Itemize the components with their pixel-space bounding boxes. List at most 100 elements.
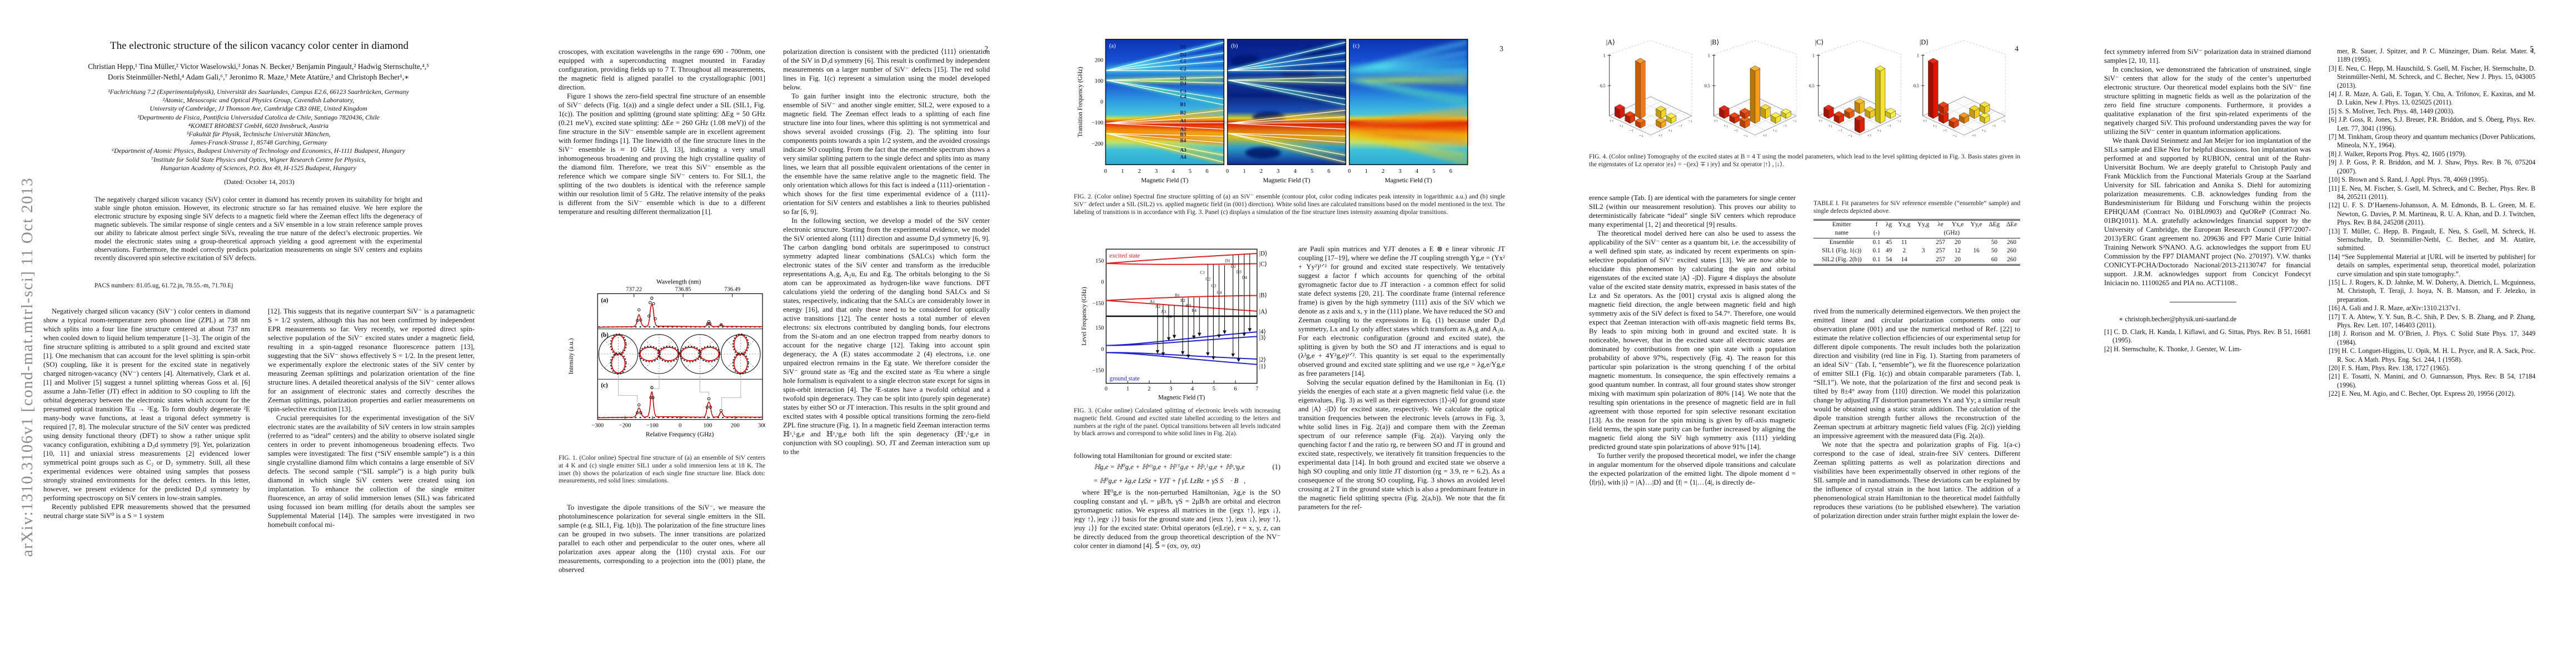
tick-label: 736.49 (724, 286, 740, 292)
page1-column-right: [12]. This suggests that its negative co… (268, 307, 475, 529)
fig4-bars (1823, 65, 1896, 133)
reference-item: [1] C. D. Clark, H. Kanda, I. Kiflawi, a… (2104, 328, 2311, 345)
page-2: 2 croscopes, with excitation wavelengths… (515, 0, 1030, 667)
basis-label: −↓ (1743, 133, 1748, 138)
fig4-bars (1614, 58, 1677, 129)
tick-label: 4 (1172, 168, 1174, 175)
affiliation-line: ²Atomic, Mesoscopic and Optical Physics … (162, 96, 355, 104)
table-cell: 257 (1936, 238, 1945, 246)
transition-label: D4 (1180, 81, 1187, 87)
authors-line-1: Christian Hepp,¹ Tina Müller,² Victor Wa… (88, 62, 429, 71)
fig3-excited-label: excited state (1109, 252, 1140, 259)
tick-label: 4 (1416, 168, 1418, 175)
body-paragraph: We thank David Steinmetz and Jan Meijer … (2104, 137, 2311, 287)
tick-label: 1 (1121, 168, 1124, 175)
fig2-y-axis-label: Transition Frequency (GHz) (1077, 67, 1084, 137)
figure-4-svg: |A⟩ 1 0.5 (1600, 38, 2006, 138)
figure-2-caption: FIG. 2. (Color online) Spectral fine str… (1074, 193, 1505, 216)
body-paragraph: In conclusion, we demonstrated the fabri… (2104, 66, 2311, 136)
tick-label: 6 (1327, 168, 1330, 175)
tick-label: 1 (1917, 53, 1919, 58)
affiliation-line: ⁵Fakultät für Physik, Technische Univers… (186, 130, 331, 138)
page-1: The electronic structure of the silicon … (0, 0, 515, 667)
basis-label: −↑ (1678, 123, 1682, 128)
fig2-panel-c: (c) 0 1 2 3 4 5 6 Magnetic Field (T) (1348, 38, 1467, 184)
body-paragraph: Crucial prerequisites for the experiment… (268, 414, 475, 529)
reference-item: [2] H. Sternschulte, K. Thonke, J. Gerst… (2104, 345, 2242, 353)
page1-column-left: Negatively charged silicon vacancy (SiV⁻… (43, 307, 250, 520)
transition-label: D1 (1180, 44, 1187, 50)
authors-block: Christian Hepp,¹ Tina Müller,² Victor Wa… (33, 61, 484, 82)
table-cell: 20 (1954, 256, 1961, 263)
column-header: λe (1937, 221, 1944, 228)
body-paragraph: erence sample (Tab. I) are identical wit… (1589, 194, 1796, 228)
transition-label: A2 (1155, 304, 1160, 309)
table-cell: Ensemble (1829, 238, 1854, 246)
transition-label: A1 (1180, 118, 1187, 124)
transition-label: B1 (1180, 102, 1186, 107)
transition-label: C4 (1217, 290, 1222, 295)
column-header: Υy,g (1917, 221, 1930, 228)
table-cell: 45 (1886, 238, 1892, 246)
transition-label: C1 (1200, 270, 1205, 275)
fig3-excited-curves (1106, 252, 1257, 312)
table-cell (1914, 238, 1933, 247)
level-label: |1⟩ (1259, 363, 1266, 370)
transition-label: B2 (1180, 298, 1185, 303)
fig3-level-labels: |D⟩ |C⟩ |B⟩ |A⟩ |4⟩ |3⟩ |2⟩ |1⟩ (1259, 250, 1268, 370)
transition-label: B4 (1192, 308, 1197, 313)
page-5: 5 fect symmetry inferred from SiV⁻ polar… (2061, 0, 2576, 667)
fig4-axis-labels: +↑ +↓ −↑ −↓ −↓ −↑ +↓ +↑ (1714, 118, 1797, 138)
tick-label: 2 (1148, 386, 1150, 392)
polar-lobes-data (610, 333, 749, 375)
tick-label: −200 (619, 423, 631, 429)
body-paragraph: are Pauli spin matrices and ΥJT denotes … (1298, 245, 1505, 377)
tick-label: 0.5 (1705, 83, 1710, 88)
fig4-axis-labels: +↑ +↓ −↑ −↓ −↓ −↑ +↓ +↑ (1818, 118, 1901, 138)
basis-label: +↑ (1972, 133, 1976, 138)
tick-label: 0 (1101, 280, 1104, 286)
tick-label: 5 (1213, 386, 1215, 392)
fig2-transition-labels: D1 D2 C1 C2 D3 D4 C3 C4 B1 B2 A1 A2 B3 B… (1180, 44, 1187, 160)
affiliation-line: ⁷Institute for Solid State Physics and O… (151, 155, 366, 163)
reference-item: [18] J. Rorison and M. O’Brien, J. Phys.… (2329, 330, 2535, 346)
transition-label: A1 (1150, 299, 1155, 304)
table-cell: 260 (2007, 238, 2016, 246)
fig2c-x-ticks: 0 1 2 3 4 5 6 (1348, 168, 1452, 175)
tick-label: 3 (1155, 168, 1158, 175)
page-3: 3 (1030, 0, 1546, 667)
tick-label: 0 (679, 423, 681, 429)
page-number: 3 (1499, 44, 1503, 53)
figure-4-caption: FIG. 4. (Color online) Tomography of the… (1589, 153, 2020, 168)
table-cell: 260 (2007, 247, 2016, 255)
column-subheader: (GHz) (1944, 230, 1960, 237)
tick-label: 150 (1095, 325, 1104, 331)
reference-item: [10] S. Brown and S. Rand, J. Appl. Phys… (2329, 176, 2489, 184)
basis-label: +↓ (1933, 123, 1937, 128)
tick-label: −300 (591, 423, 604, 429)
basis-label: +↑ (1923, 118, 1927, 123)
tick-label: 0.5 (1914, 83, 1919, 88)
page3-column-right: are Pauli spin matrices and ΥJT denotes … (1298, 245, 1505, 511)
body-paragraph: To gain further insight into the electro… (783, 92, 990, 216)
equation-line: ℍg,e = ℍ⁰g,e + ℍˢᴼg,e + ℍᴶᵀg,e + ℍᶻ,ᴸg,e… (1094, 463, 1245, 471)
figure-3-svg: Level Frequency (GHz) 150 0 −150 150 0 −… (1081, 248, 1268, 401)
body-paragraph: rived from the numerically determined ei… (1813, 307, 2020, 440)
tick-label: 2 (1260, 168, 1263, 175)
column-header: Υy,e (1970, 221, 1982, 228)
table-cell (1967, 238, 1985, 247)
page-number: 4 (2015, 44, 2019, 53)
transition-label: A3 (1180, 147, 1187, 153)
page2-column-right: polarization direction is consistent wit… (783, 47, 990, 456)
tick-label: 200 (1095, 57, 1103, 63)
fig2a-x-ticks: 0 1 2 3 4 5 6 (1104, 168, 1208, 175)
tick-label: 736.85 (675, 286, 691, 292)
authors-line-2: Doris Steinmüller-Nethl,⁴ Adam Gali,⁶,⁷ … (107, 73, 410, 81)
column-header: ΔEe (2006, 221, 2017, 228)
level-label: |2⟩ (1259, 356, 1266, 363)
paper-title: The electronic structure of the silicon … (109, 40, 409, 52)
transition-label: C2 (1180, 66, 1187, 72)
body-paragraph: where ℍ⁰g,e is the non-perturbed Hamilto… (1074, 489, 1280, 550)
tick-label: 2 (1138, 168, 1141, 175)
body-paragraph: In the following section, we develop a m… (783, 217, 990, 456)
